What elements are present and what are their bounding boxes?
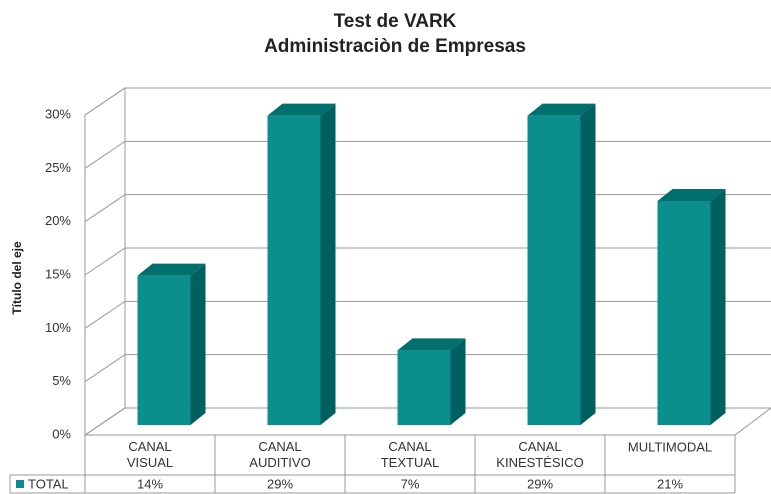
bar-top [397, 338, 466, 351]
bar-side [190, 263, 206, 425]
y-tick-label: 10% [45, 320, 71, 335]
grid-line [84, 87, 771, 116]
y-tick-label: 30% [45, 106, 71, 121]
y-tick-label: 25% [45, 160, 71, 175]
bar-top [137, 263, 206, 276]
bar-front [397, 350, 451, 425]
bar [657, 189, 726, 425]
legend-label: TOTAL [28, 476, 69, 491]
y-tick-label: 15% [45, 266, 71, 281]
y-tick-label: 5% [52, 373, 71, 388]
bar [527, 103, 596, 426]
grid-line [84, 140, 771, 169]
bar-side [320, 103, 336, 426]
data-label: 29% [267, 476, 293, 491]
data-label: 7% [401, 476, 420, 491]
data-label: 29% [527, 476, 553, 491]
bar-top [657, 189, 726, 201]
x-tick-label: MULTIMODAL [628, 439, 712, 454]
bar [267, 103, 336, 426]
x-tick-label: CANAL VISUAL [127, 439, 173, 470]
x-tick-label: CANAL TEXTUAL [381, 439, 440, 470]
data-label: 21% [657, 476, 683, 491]
bar-front [267, 115, 321, 426]
x-tick-label: CANAL KINESTÉSICO [496, 439, 583, 470]
bar [397, 338, 466, 425]
bar-top [527, 103, 596, 116]
y-tick-label: 0% [52, 426, 71, 441]
y-axis-title: Título del eje [10, 241, 24, 315]
chart-title: Test de VARK [334, 11, 457, 32]
bar-front [527, 115, 581, 426]
y-tick-label: 20% [45, 213, 71, 228]
bar-top [267, 103, 336, 116]
bar-side [450, 338, 466, 425]
legend-key [16, 480, 24, 488]
bar [137, 263, 206, 425]
x-tick-label: CANAL AUDITIVO [249, 439, 310, 470]
data-label: 14% [137, 476, 163, 491]
chart-subtitle: Administraciòn de Empresas [264, 36, 526, 57]
bar-side [580, 103, 596, 426]
bar-front [657, 201, 711, 425]
bar-side [710, 189, 726, 425]
bar-front [137, 275, 191, 425]
